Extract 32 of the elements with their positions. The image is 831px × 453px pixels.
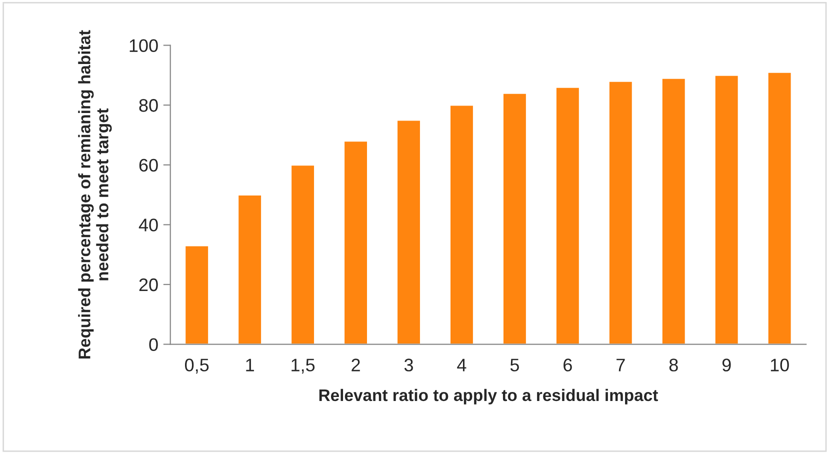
bar bbox=[184, 244, 210, 344]
bar bbox=[714, 74, 740, 344]
bar bbox=[343, 140, 368, 344]
x-tick-label: 7 bbox=[616, 358, 625, 372]
x-tick-label: 1 bbox=[246, 358, 254, 372]
x-tick-label: 1,5 bbox=[292, 358, 315, 374]
y-tick-label: 0 bbox=[149, 338, 158, 351]
y-tick-label: 100 bbox=[130, 39, 158, 52]
bar bbox=[766, 72, 792, 344]
bar bbox=[608, 80, 634, 344]
x-axis-title: Relevant ratio to apply to a residual impact bbox=[319, 388, 658, 404]
y-tick-label: 80 bbox=[139, 99, 158, 112]
y-tick-label: 20 bbox=[139, 278, 158, 292]
y-tick-label: 40 bbox=[138, 218, 158, 232]
x-tick-label: 4 bbox=[457, 358, 466, 372]
bar bbox=[396, 119, 422, 344]
y-axis-title: Required percentage of remianing habitat needed to meet target bbox=[78, 30, 112, 359]
x-tick-label: 9 bbox=[722, 358, 731, 372]
x-tick-label: 5 bbox=[510, 358, 519, 372]
bar bbox=[449, 104, 474, 344]
bar bbox=[661, 77, 686, 344]
x-tick-label: 6 bbox=[564, 358, 572, 372]
bar bbox=[502, 92, 528, 344]
bar bbox=[555, 86, 580, 344]
x-tick-label: 3 bbox=[404, 358, 413, 372]
x-tick-label: 2 bbox=[352, 358, 360, 372]
bar bbox=[290, 164, 316, 344]
x-tick-label: 8 bbox=[669, 358, 678, 372]
bar bbox=[237, 194, 262, 344]
x-tick-label: 0,5 bbox=[185, 358, 209, 374]
y-tick-label: 60 bbox=[139, 158, 158, 172]
x-tick-label: 10 bbox=[770, 358, 789, 372]
